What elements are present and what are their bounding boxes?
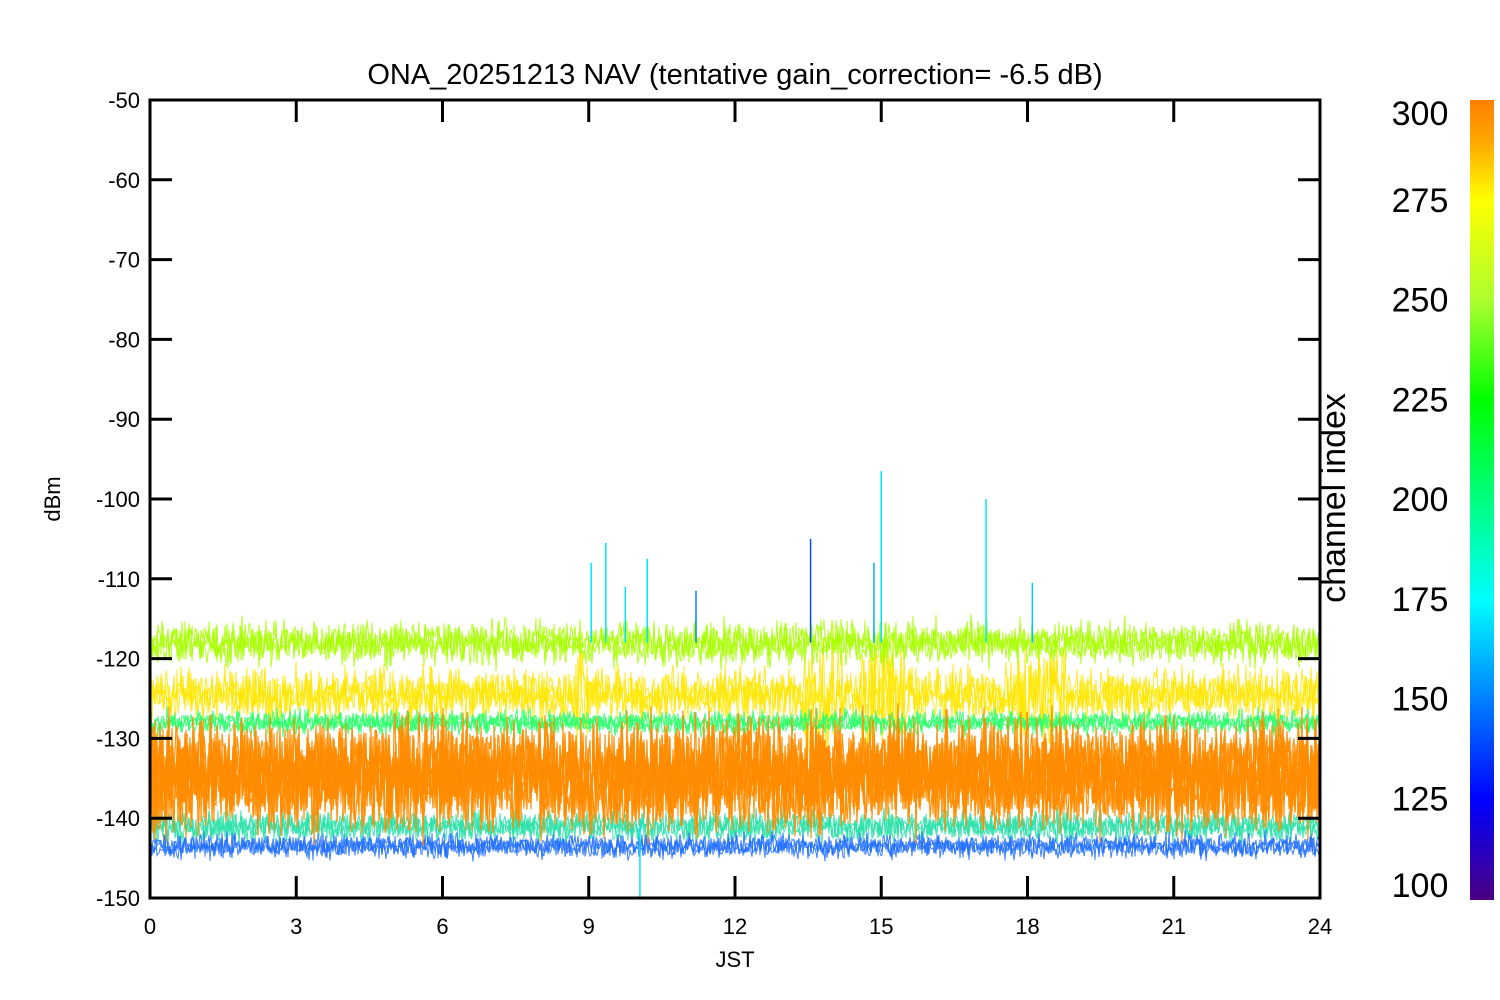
series-channel-280 [150, 637, 1320, 754]
colorbar-tick-label: 125 [1392, 780, 1449, 818]
y-tick-label: -140 [96, 806, 140, 831]
series-channel-195 [150, 807, 1320, 844]
y-tick-label: -90 [108, 407, 140, 432]
colorbar-tick-label: 175 [1392, 581, 1449, 619]
colorbar-tick-label: 275 [1392, 182, 1449, 220]
colorbar-ticks: 100 125 150 175 200 225 250 275 300 [1392, 95, 1449, 905]
y-tick-label: -150 [96, 886, 140, 911]
colorbar-label: channel index [1315, 393, 1353, 603]
y-tick-label: -130 [96, 726, 140, 751]
y-axis: -50 -60 -70 -80 -90 -100 -110 -120 -130 -140 -150 [96, 88, 1320, 911]
y-tick-label: -60 [108, 168, 140, 193]
x-tick-label: 18 [1015, 914, 1039, 939]
x-tick-label: 15 [869, 914, 893, 939]
x-tick-label: 0 [144, 914, 156, 939]
x-tick-label: 12 [723, 914, 747, 939]
colorbar-tick-label: 300 [1392, 95, 1449, 133]
y-tick-label: -70 [108, 248, 140, 273]
y-tick-label: -120 [96, 647, 140, 672]
y-tick-label: -50 [108, 88, 140, 113]
colorbar-tick-label: 200 [1392, 481, 1449, 519]
y-axis-label: dBm [40, 476, 65, 521]
chart-title: ONA_20251213 NAV (tentative gain_correct… [367, 59, 1102, 91]
x-tick-label: 6 [436, 914, 448, 939]
colorbar-tick-label: 250 [1392, 282, 1449, 320]
y-tick-label: -80 [108, 327, 140, 352]
y-tick-label: -100 [96, 487, 140, 512]
series-channel-150 [150, 829, 1320, 862]
x-tick-label: 9 [583, 914, 595, 939]
x-axis-label: JST [715, 947, 754, 972]
series-channel-260 [150, 614, 1320, 671]
series-channel-150 [150, 831, 1320, 861]
series-channel-300 [150, 706, 1320, 841]
series-channel-280 [150, 624, 1320, 763]
y-tick-label: -110 [98, 567, 140, 592]
data-layer [150, 471, 1320, 898]
x-tick-label: 24 [1308, 914, 1332, 939]
colorbar [1470, 100, 1494, 900]
colorbar-tick-label: 150 [1392, 681, 1449, 719]
x-tick-label: 3 [290, 914, 302, 939]
colorbar-tick-label: 225 [1392, 381, 1449, 419]
x-axis: 0 3 6 9 12 15 18 21 24 [144, 100, 1332, 939]
series-channel-230 [150, 707, 1320, 737]
colorbar-tick-label: 100 [1392, 867, 1449, 905]
x-tick-label: 21 [1162, 914, 1186, 939]
